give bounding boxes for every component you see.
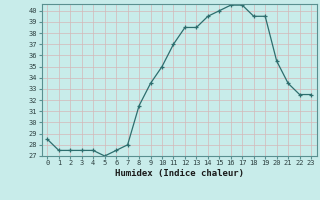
X-axis label: Humidex (Indice chaleur): Humidex (Indice chaleur) [115, 169, 244, 178]
